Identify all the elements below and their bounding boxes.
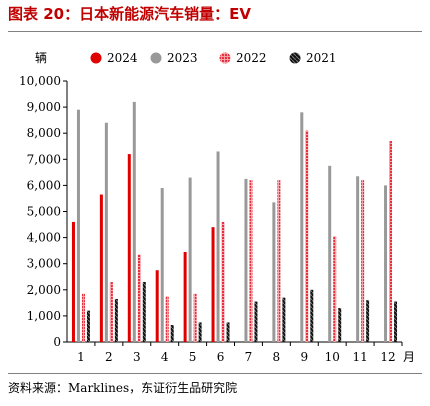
- bar-2022-12: [389, 141, 393, 342]
- bar-2023-11: [356, 176, 360, 342]
- bar-2024-6: [211, 227, 215, 342]
- axes-group: 辆 0 1,000 2,000 3,000 4,000 5,000 6,000 7,000 8,0…: [19, 51, 415, 364]
- bar-2023-12: [384, 185, 388, 342]
- bar-2023-5: [188, 177, 192, 342]
- bar-2021-2: [114, 298, 118, 342]
- y-tick-label: 4,000: [27, 231, 61, 245]
- y-tick-label: 5,000: [27, 205, 61, 219]
- bar-2021-11: [366, 300, 370, 342]
- x-tick-label: 4: [161, 350, 169, 364]
- bar-2022-6: [221, 221, 225, 342]
- bar-2021-10: [338, 308, 342, 342]
- x-tick-label: 5: [189, 350, 197, 364]
- y-tick-label: 6,000: [27, 178, 61, 192]
- bars-group: [71, 101, 398, 343]
- bar-2021-8: [282, 297, 286, 342]
- legend-marker-2021: [289, 52, 301, 64]
- y-tick-label: 10,000: [19, 74, 61, 88]
- y-tick-label: 8,000: [27, 126, 61, 140]
- x-tick-label: 2: [105, 350, 113, 364]
- y-axis-label: 辆: [35, 51, 47, 65]
- legend-marker-2023: [150, 52, 162, 64]
- bar-2023-9: [300, 112, 304, 342]
- legend-label-2024: 2024: [107, 51, 138, 65]
- bar-2022-3: [137, 254, 141, 342]
- y-tick-label: 2,000: [27, 283, 61, 297]
- legend-marker-2022: [219, 52, 231, 64]
- bar-2023-10: [328, 165, 332, 342]
- bar-2021-6: [226, 322, 230, 342]
- y-tick-label: 3,000: [27, 257, 61, 271]
- y-tick-label: 7,000: [27, 152, 61, 166]
- bar-2023-8: [272, 202, 276, 342]
- chart-title: 图表 20：日本新能源汽车销量：EV: [8, 5, 251, 23]
- bar-2022-4: [165, 296, 169, 342]
- bar-2021-1: [86, 310, 90, 342]
- y-tick-label: 9,000: [27, 100, 61, 114]
- bar-2022-9: [305, 130, 309, 342]
- bar-2021-4: [170, 325, 174, 342]
- legend-label-2021: 2021: [306, 51, 337, 65]
- x-tick-label: 12: [380, 350, 395, 364]
- bar-2024-3: [127, 154, 131, 342]
- bar-2024-1: [71, 221, 75, 342]
- bar-2024-2: [99, 194, 103, 342]
- footer-divider: [8, 373, 422, 374]
- bar-2021-5: [198, 322, 202, 342]
- bar-2021-9: [310, 289, 314, 342]
- x-tick-label: 11: [352, 350, 367, 364]
- x-tick-label: 10: [325, 350, 340, 364]
- bar-2022-1: [81, 293, 85, 342]
- bar-2024-5: [183, 251, 187, 342]
- bar-2022-8: [277, 180, 281, 342]
- x-tick-label: 7: [245, 350, 253, 364]
- bar-2021-7: [254, 301, 258, 342]
- x-tick-label: 1: [77, 350, 85, 364]
- bar-2023-1: [76, 109, 80, 343]
- legend: 2024 2023 2022 2021: [90, 51, 337, 65]
- bar-2022-7: [249, 180, 253, 342]
- legend-marker-2024: [90, 52, 102, 64]
- bar-chart: 辆 0 1,000 2,000 3,000 4,000 5,000 6,000 7,000 8,0…: [19, 51, 415, 364]
- legend-label-2022: 2022: [236, 51, 267, 65]
- bar-2023-7: [244, 178, 248, 342]
- bar-2023-4: [160, 188, 164, 342]
- bar-2024-4: [155, 270, 159, 342]
- x-tick-label: 9: [300, 350, 308, 364]
- legend-label-2023: 2023: [167, 51, 198, 65]
- x-tick-label: 6: [217, 350, 225, 364]
- x-tick-label: 8: [273, 350, 281, 364]
- bar-2022-2: [109, 281, 113, 342]
- bar-2023-6: [216, 151, 220, 342]
- bar-2022-5: [193, 293, 197, 342]
- x-tick-label: 3: [133, 350, 141, 364]
- bar-2022-11: [361, 180, 365, 342]
- x-axis-label: 月: [403, 350, 415, 364]
- title-divider: [8, 31, 422, 32]
- bar-2022-10: [333, 236, 337, 342]
- source-note: 资料来源：Marklines，东证衍生品研究院: [8, 381, 238, 395]
- bar-2021-12: [394, 301, 398, 342]
- bar-2021-3: [142, 281, 146, 342]
- y-tick-label: 1,000: [27, 309, 61, 323]
- y-tick-label: 0: [53, 335, 61, 349]
- bar-2023-3: [132, 101, 136, 342]
- bar-2023-2: [104, 122, 108, 342]
